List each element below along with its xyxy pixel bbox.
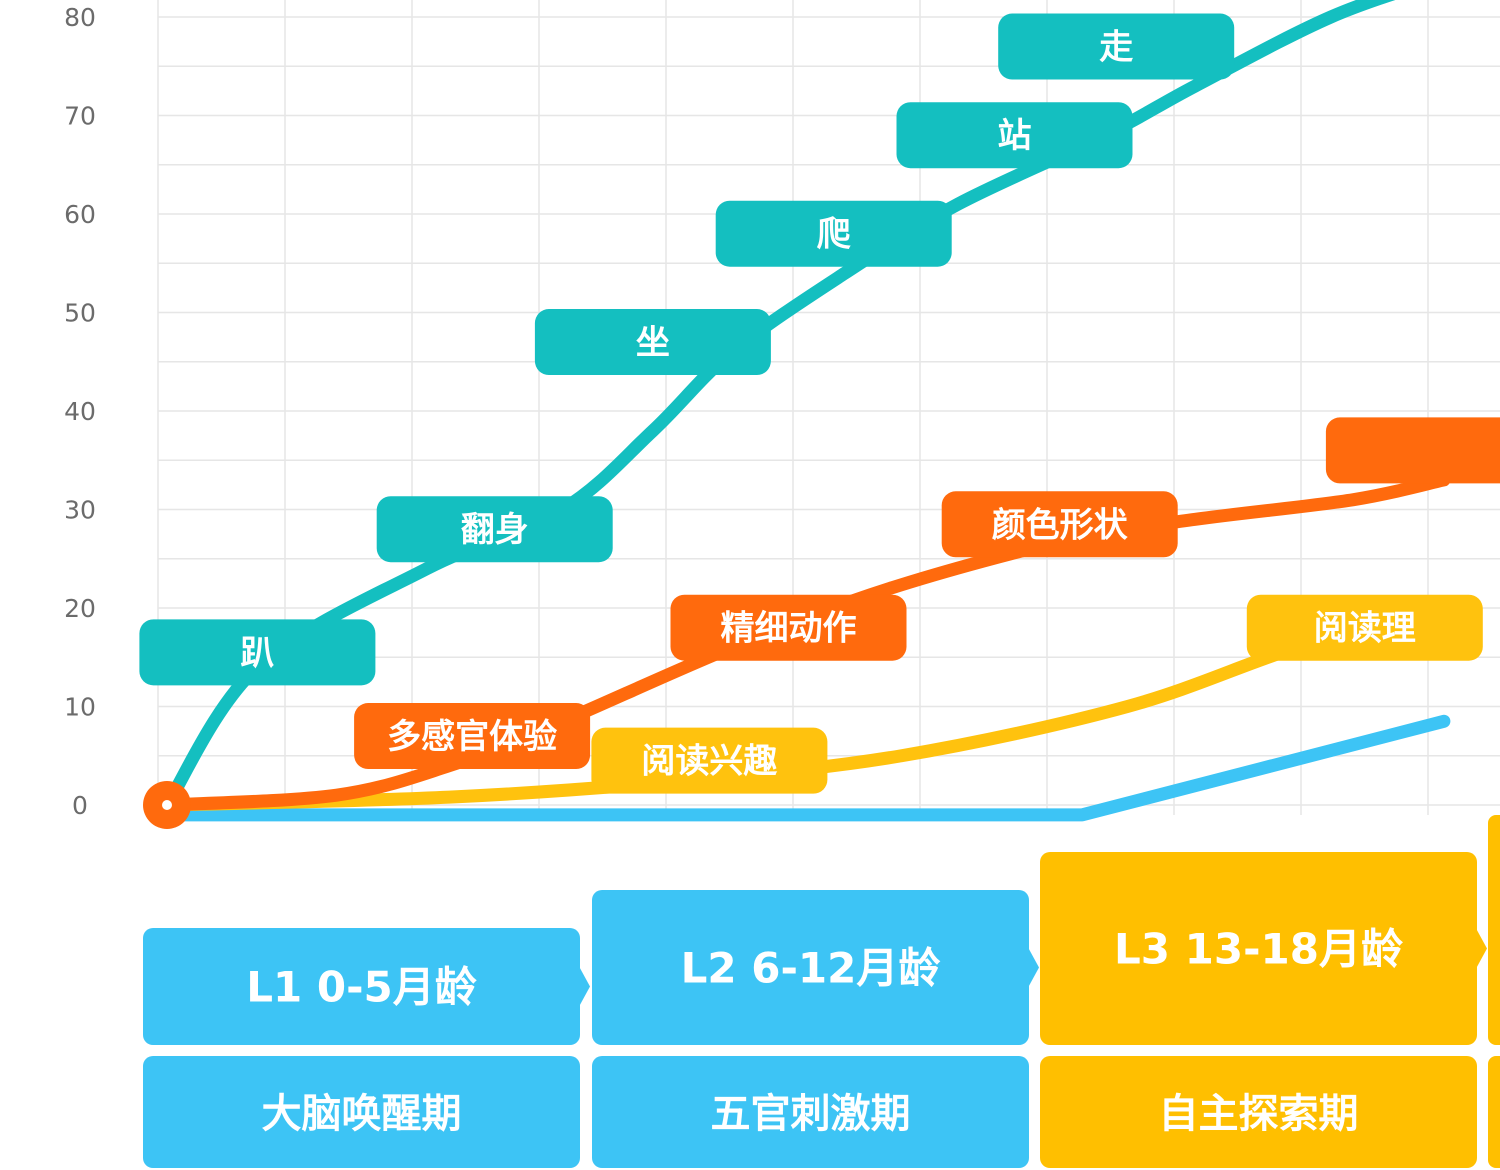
chart-grid: [157, 0, 1500, 815]
y-tick-label: 80: [64, 3, 96, 32]
stage-chevron: [1475, 926, 1487, 971]
milestone-label-text: 多感官体验: [387, 717, 557, 757]
milestone-label-text: 翻身: [461, 510, 529, 550]
stage-title-text: L3 13-18月龄: [1114, 925, 1403, 974]
milestone-label: 颜色形状: [941, 491, 1178, 558]
milestone-label-box: [139, 619, 376, 686]
stage-name-text: 自主探索期: [1159, 1091, 1359, 1137]
y-tick-label: 10: [64, 693, 96, 722]
milestone-label: 阅读兴趣: [591, 727, 828, 794]
milestone-label-text: 阅读理: [1314, 609, 1416, 649]
y-tick-label: 30: [64, 496, 96, 525]
stage-title-text: L2 6-12月龄: [681, 944, 941, 993]
milestone-label-box: [534, 309, 771, 376]
y-tick-label: 0: [72, 791, 88, 820]
milestone-label: 趴: [139, 619, 376, 686]
milestone-label-text: 爬: [817, 215, 852, 255]
y-axis-ticks: 0 10 20 30 40 50 60 70 80: [64, 3, 96, 820]
milestone-label-box: [670, 594, 907, 661]
stage-title-text: L1 0-5月龄: [246, 963, 477, 1012]
y-tick-label: 60: [64, 200, 96, 229]
stage-chevron: [1027, 945, 1039, 990]
milestone-label: 多感官体验: [354, 703, 591, 770]
milestone-label-text: 阅读兴趣: [641, 742, 777, 782]
milestone-label-box: [591, 727, 828, 794]
milestone-label-text: 走: [1099, 28, 1133, 68]
y-tick-label: 50: [64, 299, 96, 328]
y-tick-label: 70: [64, 102, 96, 131]
milestone-label-text: 坐: [636, 323, 670, 363]
stage-4-partial: [1488, 815, 1500, 1168]
series-line-other: [160, 714, 1451, 822]
milestone-label: 精细动作: [670, 594, 907, 661]
milestone-label-box: [941, 491, 1178, 558]
milestone-label: 走: [998, 13, 1235, 80]
milestone-label-text: 精细动作: [721, 609, 857, 649]
milestone-label-box: [998, 13, 1235, 80]
origin-marker-center: [162, 800, 172, 810]
milestone-label: 翻身: [376, 496, 613, 563]
milestone-label-box: [1246, 594, 1483, 661]
stage-name-text: 大脑唤醒期: [262, 1091, 462, 1137]
y-tick-label: 40: [64, 397, 96, 426]
stage-name-box: [1488, 1056, 1500, 1168]
milestone-label: [1325, 417, 1500, 484]
stage-title-box: [1040, 852, 1477, 1045]
milestone-label-text: 颜色形状: [992, 505, 1129, 545]
stage-name-box: [592, 1056, 1029, 1168]
milestone-label-box: [715, 200, 952, 267]
stage-name-box: [1040, 1056, 1477, 1168]
stage-title-box: [143, 928, 580, 1045]
stage-title-box: [1488, 815, 1500, 1045]
milestone-label-text: 趴: [240, 633, 274, 673]
milestone-label-box: [354, 703, 591, 770]
milestone-label-box: [896, 102, 1133, 169]
milestone-label: 站: [896, 102, 1133, 169]
milestone-label-text: 站: [998, 116, 1032, 156]
milestone-label: 坐: [534, 309, 771, 376]
y-tick-label: 20: [64, 594, 96, 623]
stage-chevron: [578, 964, 590, 1009]
stage-title-box: [592, 890, 1029, 1045]
stage-name-text: 五官刺激期: [711, 1091, 911, 1137]
milestone-label: 爬: [715, 200, 952, 267]
milestone-label: 阅读理: [1246, 594, 1483, 661]
stage-name-box: [143, 1056, 580, 1168]
milestone-label-box: [376, 496, 613, 563]
milestone-label-box: [1325, 417, 1500, 484]
